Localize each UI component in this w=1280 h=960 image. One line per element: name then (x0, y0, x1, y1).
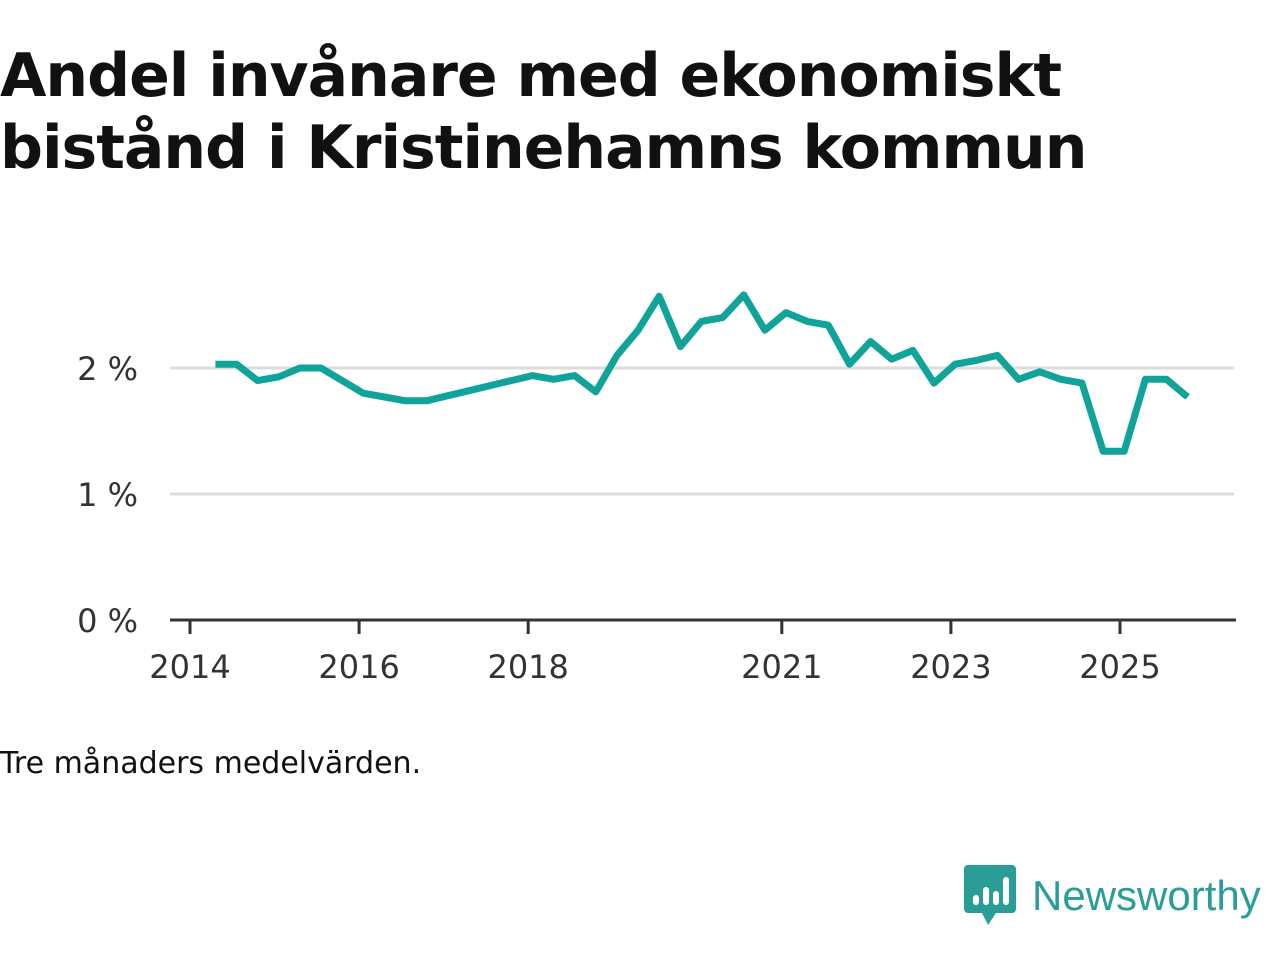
x-axis-tick-labels: 2014 2016 2018 2021 2023 2025 (149, 648, 1160, 686)
y-tick-label: 2 % (77, 350, 138, 388)
brand-name: Newsworthy (1032, 872, 1261, 919)
chart-title: Andel invånare med ekonomiskt bistånd i … (0, 41, 1087, 183)
x-tick-label: 2018 (487, 648, 568, 686)
x-tick-label: 2016 (318, 648, 399, 686)
y-axis-tick-labels: 0 % 1 % 2 % (77, 350, 138, 640)
footnote: Tre månaders medelvärden. (0, 746, 422, 781)
x-tick-label: 2021 (741, 648, 822, 686)
series-lines (215, 291, 1190, 455)
line-chart: 0 % 1 % 2 % 2014 2016 2018 2021 2023 2025 (77, 291, 1236, 686)
x-tick-label: 2014 (149, 648, 230, 686)
newsworthy-chart-icon (964, 865, 1016, 925)
x-tick-label: 2025 (1079, 648, 1160, 686)
x-tick-label: 2023 (910, 648, 991, 686)
x-axis (170, 618, 1236, 634)
newsworthy-logo: Newsworthy (964, 864, 1261, 928)
y-tick-label: 1 % (77, 476, 138, 514)
gridlines (170, 366, 1234, 496)
series-line-0 (215, 291, 1190, 455)
y-tick-label: 0 % (77, 602, 138, 640)
